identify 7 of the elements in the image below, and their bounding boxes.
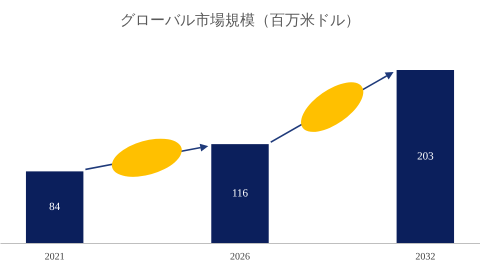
x-tick-label: 2021 [44, 252, 65, 262]
x-tick-label: 2026 [230, 252, 250, 262]
chart-title: グローバル市場規模（百万米ドル） [120, 11, 360, 29]
data-label: 84 [49, 201, 61, 214]
data-label: 203 [417, 150, 434, 162]
x-tick-label: 2032 [415, 252, 436, 262]
data-label: 116 [232, 188, 249, 200]
